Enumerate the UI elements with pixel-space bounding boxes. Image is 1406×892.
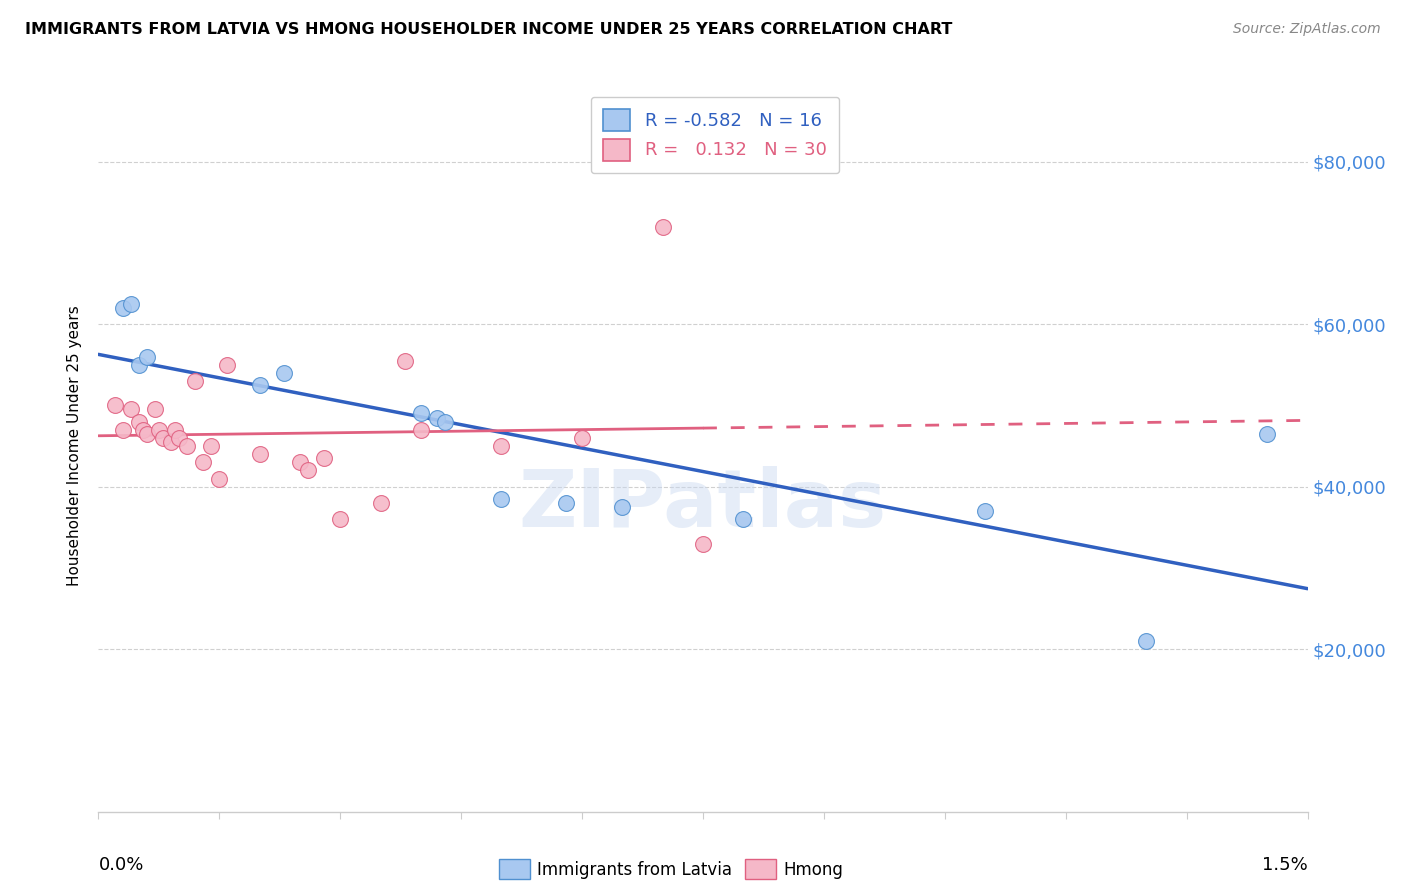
Point — [1135, 634, 1157, 648]
Point — [167, 431, 190, 445]
Point — [135, 426, 157, 441]
Point — [111, 301, 134, 315]
Text: IMMIGRANTS FROM LATVIA VS HMONG HOUSEHOLDER INCOME UNDER 25 YEARS CORRELATION CH: IMMIGRANTS FROM LATVIA VS HMONG HOUSEHOL… — [25, 22, 953, 37]
Point — [394, 353, 416, 368]
Text: Hmong: Hmong — [783, 861, 844, 879]
Point — [160, 434, 183, 449]
Point — [651, 219, 673, 234]
Point — [1256, 426, 1278, 441]
Point — [314, 451, 336, 466]
Point — [273, 366, 295, 380]
Point — [152, 431, 174, 445]
Point — [132, 423, 155, 437]
Point — [120, 402, 142, 417]
Point — [612, 500, 634, 514]
Text: ZIPatlas: ZIPatlas — [519, 466, 887, 543]
Point — [176, 439, 198, 453]
Point — [409, 407, 432, 421]
Point — [491, 439, 513, 453]
Point — [103, 398, 125, 412]
Point — [571, 431, 593, 445]
Point — [135, 350, 157, 364]
Point — [409, 423, 432, 437]
Point — [200, 439, 222, 453]
Point — [128, 415, 150, 429]
Point — [370, 496, 392, 510]
Point — [128, 358, 150, 372]
Text: Source: ZipAtlas.com: Source: ZipAtlas.com — [1233, 22, 1381, 37]
Point — [426, 410, 449, 425]
Point — [329, 512, 352, 526]
Point — [692, 536, 714, 550]
Point — [491, 491, 513, 506]
Legend: R = -0.582   N = 16, R =   0.132   N = 30: R = -0.582 N = 16, R = 0.132 N = 30 — [591, 96, 839, 173]
Point — [249, 447, 271, 461]
Text: Immigrants from Latvia: Immigrants from Latvia — [537, 861, 733, 879]
Text: 0.0%: 0.0% — [98, 856, 143, 874]
Text: 1.5%: 1.5% — [1261, 856, 1308, 874]
Y-axis label: Householder Income Under 25 years: Householder Income Under 25 years — [67, 306, 83, 586]
Point — [208, 471, 231, 485]
Point — [193, 455, 215, 469]
Point — [217, 358, 239, 372]
Point — [555, 496, 578, 510]
Point — [111, 423, 134, 437]
Point — [120, 297, 142, 311]
Point — [733, 512, 755, 526]
Point — [249, 378, 271, 392]
Point — [288, 455, 311, 469]
Point — [974, 504, 997, 518]
Point — [163, 423, 186, 437]
Point — [184, 374, 207, 388]
Point — [297, 463, 319, 477]
Point — [143, 402, 166, 417]
Point — [148, 423, 170, 437]
Point — [434, 415, 457, 429]
